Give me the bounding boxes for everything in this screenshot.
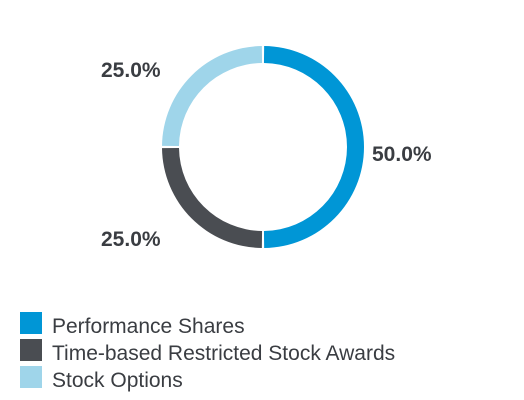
legend-item: Time-based Restricted Stock Awards xyxy=(20,338,396,367)
legend-swatch xyxy=(20,311,42,334)
donut-slice-2 xyxy=(162,147,263,248)
legend-item: Performance Shares xyxy=(20,311,395,340)
legend-label: Time-based Restricted Stock Awards xyxy=(52,341,396,365)
donut-chart: 50.0% 25.0% 25.0% xyxy=(101,46,432,251)
data-label-3: 25.0% xyxy=(101,59,161,82)
legend: Performance Shares Time-based Restricted … xyxy=(20,311,396,394)
data-label-2: 25.0% xyxy=(101,228,161,251)
donut-slice-3 xyxy=(162,46,263,147)
data-label-1: 50.0% xyxy=(372,143,432,166)
donut-slice-1 xyxy=(263,46,364,248)
legend-swatch xyxy=(20,338,42,361)
legend-item: Stock Options xyxy=(20,365,395,394)
legend-label: Stock Options xyxy=(52,368,183,392)
legend-label: Performance Shares xyxy=(52,314,245,338)
legend-swatch xyxy=(20,365,42,388)
